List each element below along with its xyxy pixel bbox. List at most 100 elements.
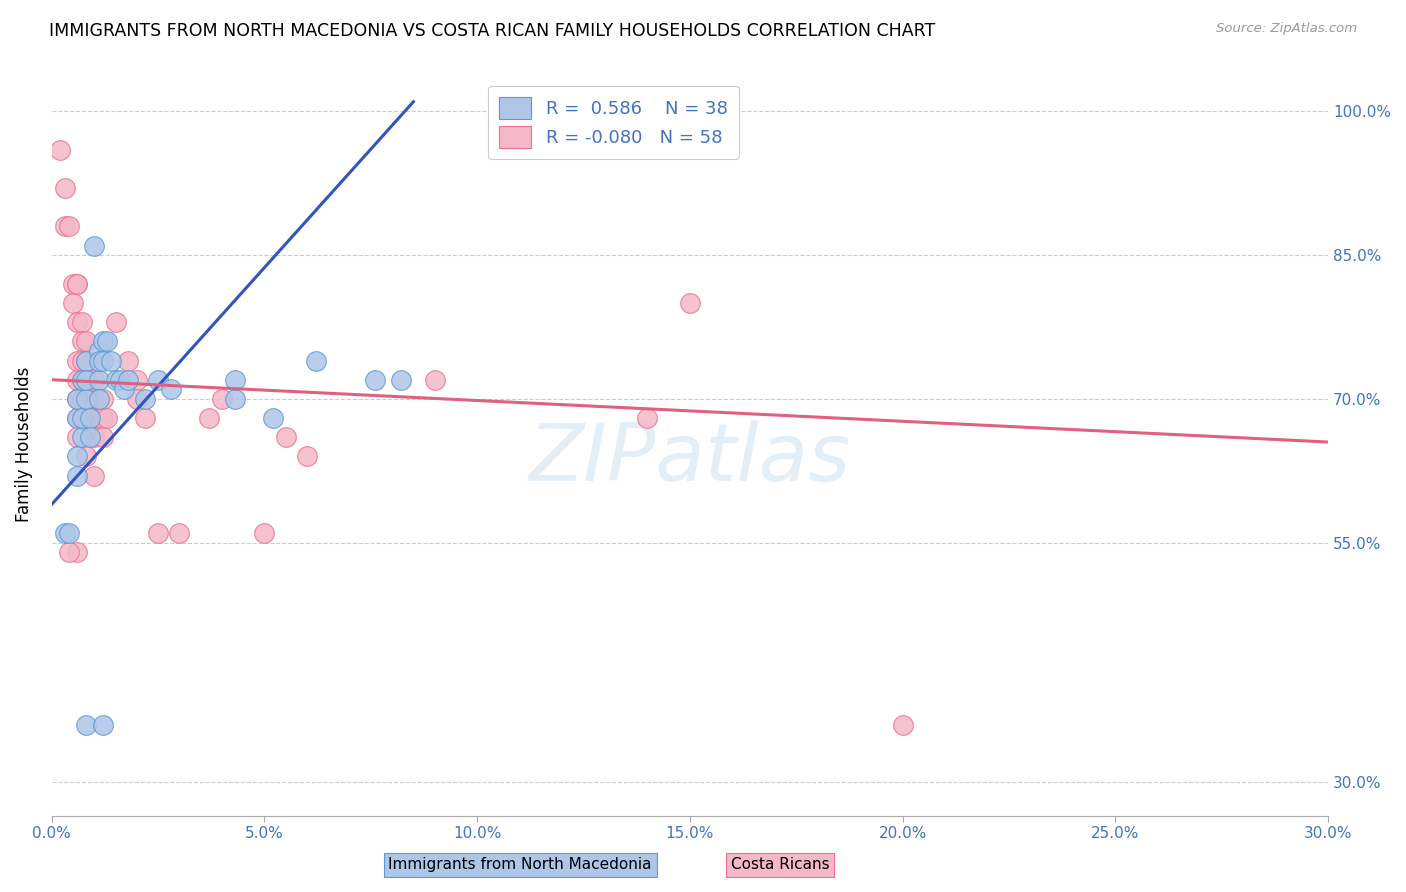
Point xyxy=(79,392,101,406)
Point xyxy=(87,392,110,406)
Point xyxy=(125,373,148,387)
Point xyxy=(91,718,114,732)
Point xyxy=(83,430,105,444)
Point xyxy=(91,411,114,425)
Point xyxy=(274,430,297,444)
Legend: R =  0.586    N = 38, R = -0.080   N = 58: R = 0.586 N = 38, R = -0.080 N = 58 xyxy=(488,86,738,159)
Text: Immigrants from North Macedonia: Immigrants from North Macedonia xyxy=(388,857,652,872)
Point xyxy=(96,334,118,349)
Point xyxy=(117,353,139,368)
Point xyxy=(100,353,122,368)
Point xyxy=(891,718,914,732)
Point xyxy=(53,219,76,234)
Point xyxy=(62,296,84,310)
Point xyxy=(53,181,76,195)
Point xyxy=(75,373,97,387)
Point xyxy=(79,411,101,425)
Point xyxy=(262,411,284,425)
Point xyxy=(91,334,114,349)
Point xyxy=(66,277,89,291)
Point xyxy=(58,526,80,541)
Point xyxy=(66,545,89,559)
Point xyxy=(66,430,89,444)
Point xyxy=(91,353,114,368)
Point xyxy=(83,392,105,406)
Point xyxy=(125,392,148,406)
Point xyxy=(70,411,93,425)
Point xyxy=(75,353,97,368)
Point xyxy=(79,430,101,444)
Point xyxy=(58,219,80,234)
Point xyxy=(53,526,76,541)
Point xyxy=(104,315,127,329)
Point xyxy=(108,373,131,387)
Point xyxy=(75,373,97,387)
Point xyxy=(112,382,135,396)
Point xyxy=(224,392,246,406)
Point xyxy=(91,430,114,444)
Point xyxy=(224,373,246,387)
Point xyxy=(134,392,156,406)
Point xyxy=(104,373,127,387)
Point xyxy=(66,353,89,368)
Point xyxy=(75,450,97,464)
Point xyxy=(70,373,93,387)
Point xyxy=(146,373,169,387)
Point xyxy=(75,334,97,349)
Point xyxy=(66,411,89,425)
Point xyxy=(58,545,80,559)
Point xyxy=(169,526,191,541)
Y-axis label: Family Households: Family Households xyxy=(15,367,32,522)
Point xyxy=(66,468,89,483)
Point xyxy=(83,411,105,425)
Point xyxy=(75,353,97,368)
Point xyxy=(70,430,93,444)
Point xyxy=(87,411,110,425)
Point xyxy=(117,373,139,387)
Point xyxy=(70,334,93,349)
Point xyxy=(66,392,89,406)
Point xyxy=(146,526,169,541)
Point xyxy=(70,411,93,425)
Point xyxy=(70,392,93,406)
Point xyxy=(679,296,702,310)
Point xyxy=(70,353,93,368)
Point xyxy=(364,373,387,387)
Point xyxy=(66,373,89,387)
Point xyxy=(87,343,110,358)
Point xyxy=(211,392,233,406)
Point xyxy=(295,450,318,464)
Point xyxy=(70,373,93,387)
Point xyxy=(79,373,101,387)
Point xyxy=(87,373,110,387)
Point xyxy=(96,411,118,425)
Point xyxy=(66,277,89,291)
Point xyxy=(87,353,110,368)
Point xyxy=(75,392,97,406)
Text: Costa Ricans: Costa Ricans xyxy=(731,857,830,872)
Point xyxy=(66,450,89,464)
Point xyxy=(91,392,114,406)
Text: Source: ZipAtlas.com: Source: ZipAtlas.com xyxy=(1216,22,1357,36)
Point xyxy=(83,238,105,252)
Text: ZIPatlas: ZIPatlas xyxy=(529,420,851,499)
Point xyxy=(66,315,89,329)
Point xyxy=(66,411,89,425)
Point xyxy=(62,277,84,291)
Point xyxy=(75,411,97,425)
Point xyxy=(83,373,105,387)
Point xyxy=(253,526,276,541)
Point xyxy=(79,411,101,425)
Point xyxy=(134,411,156,425)
Point xyxy=(49,143,72,157)
Point xyxy=(83,468,105,483)
Point xyxy=(636,411,658,425)
Point xyxy=(66,392,89,406)
Point xyxy=(304,353,326,368)
Point xyxy=(87,392,110,406)
Point xyxy=(75,718,97,732)
Point xyxy=(70,315,93,329)
Point xyxy=(389,373,412,387)
Point xyxy=(198,411,221,425)
Point xyxy=(423,373,446,387)
